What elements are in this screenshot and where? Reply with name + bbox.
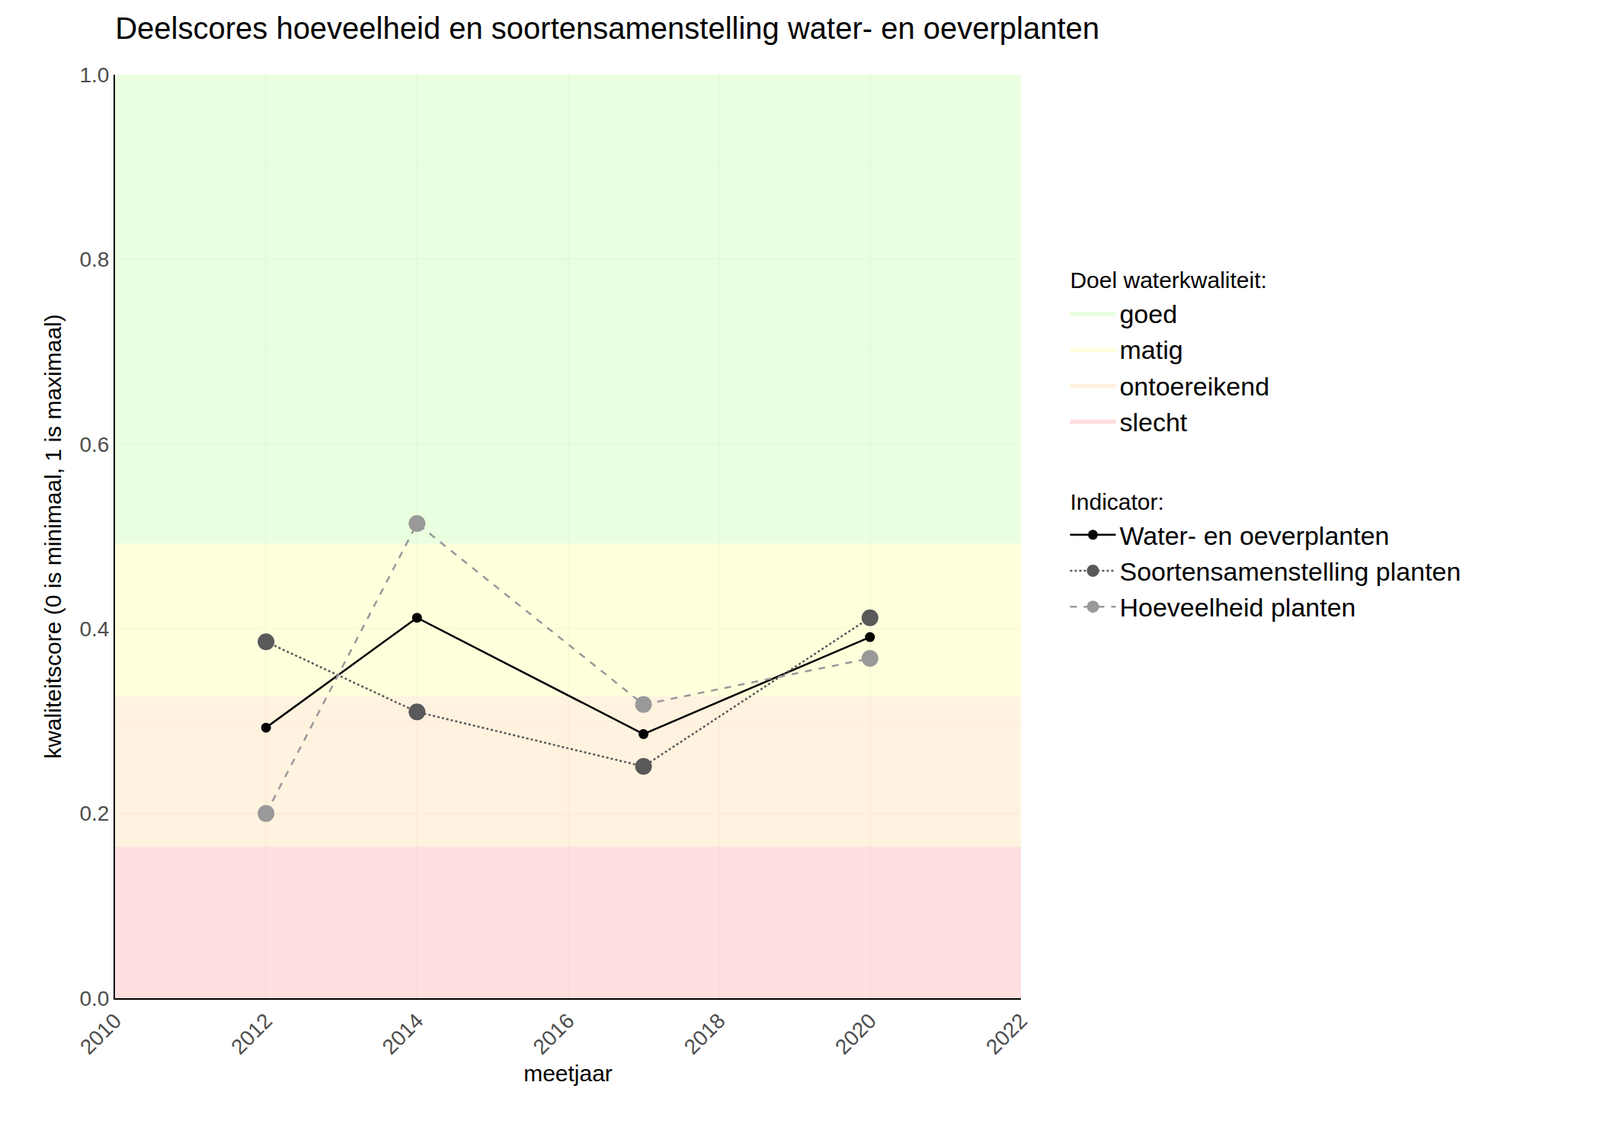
svg-text:1.0: 1.0 — [79, 63, 109, 87]
svg-text:ontoereikend: ontoereikend — [1119, 371, 1270, 401]
svg-text:0.6: 0.6 — [79, 432, 109, 457]
svg-text:matig: matig — [1119, 335, 1183, 365]
svg-text:0.2: 0.2 — [79, 801, 109, 826]
svg-text:Deelscores hoeveelheid en soor: Deelscores hoeveelheid en soortensamenst… — [115, 11, 1100, 45]
svg-text:2020: 2020 — [830, 1008, 881, 1060]
svg-text:Doel waterkwaliteit:: Doel waterkwaliteit: — [1069, 267, 1267, 293]
svg-text:kwaliteitscore (0 is minimaal,: kwaliteitscore (0 is minimaal, 1 is maxi… — [40, 313, 66, 759]
svg-text:2016: 2016 — [528, 1008, 580, 1060]
svg-text:0.0: 0.0 — [79, 986, 109, 1011]
svg-text:goed: goed — [1119, 299, 1178, 329]
svg-text:0.4: 0.4 — [79, 617, 109, 641]
svg-text:Indicator:: Indicator: — [1069, 489, 1164, 515]
svg-text:meetjaar: meetjaar — [523, 1060, 613, 1086]
svg-text:2014: 2014 — [377, 1008, 429, 1060]
svg-text:2022: 2022 — [981, 1008, 1032, 1060]
svg-text:Soortensamenstelling planten: Soortensamenstelling planten — [1119, 556, 1461, 586]
svg-text:Hoeveelheid planten: Hoeveelheid planten — [1119, 592, 1356, 622]
svg-text:0.8: 0.8 — [79, 247, 109, 272]
svg-text:2018: 2018 — [679, 1008, 730, 1060]
svg-text:2010: 2010 — [75, 1008, 126, 1060]
svg-text:Water- en oeverplanten: Water- en oeverplanten — [1119, 521, 1389, 551]
svg-text:2012: 2012 — [226, 1008, 277, 1060]
svg-text:slecht: slecht — [1119, 407, 1188, 437]
